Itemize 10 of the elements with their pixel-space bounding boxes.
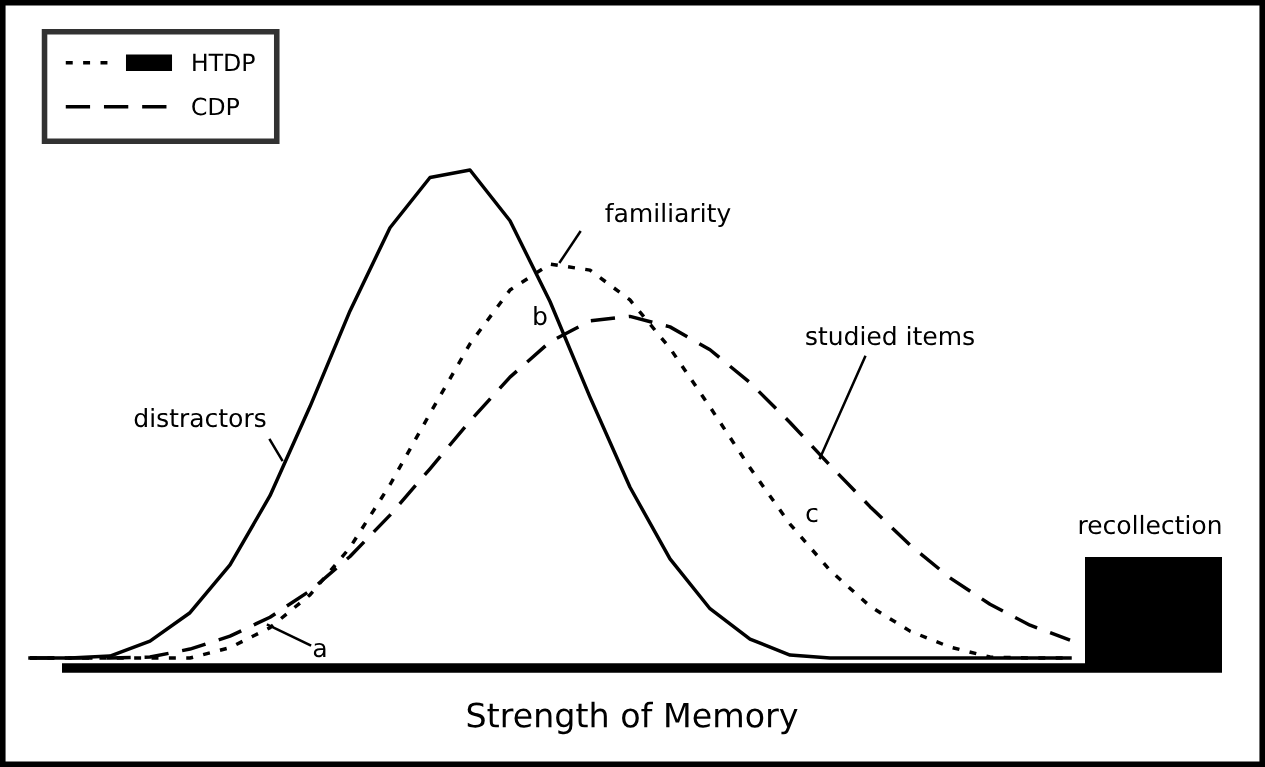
annotation: distractors — [134, 407, 266, 428]
annotation: familiarity — [605, 202, 731, 228]
annotation: a — [313, 642, 326, 658]
annotation: c — [806, 507, 818, 523]
annotation: b — [534, 305, 547, 326]
annotation: studied items — [806, 325, 974, 346]
legend-label: CDP — [192, 97, 240, 116]
annotation: recollection — [1079, 514, 1221, 535]
legend-label: HTDP — [193, 53, 255, 71]
x-axis-title: Strength of Memory — [467, 701, 798, 735]
